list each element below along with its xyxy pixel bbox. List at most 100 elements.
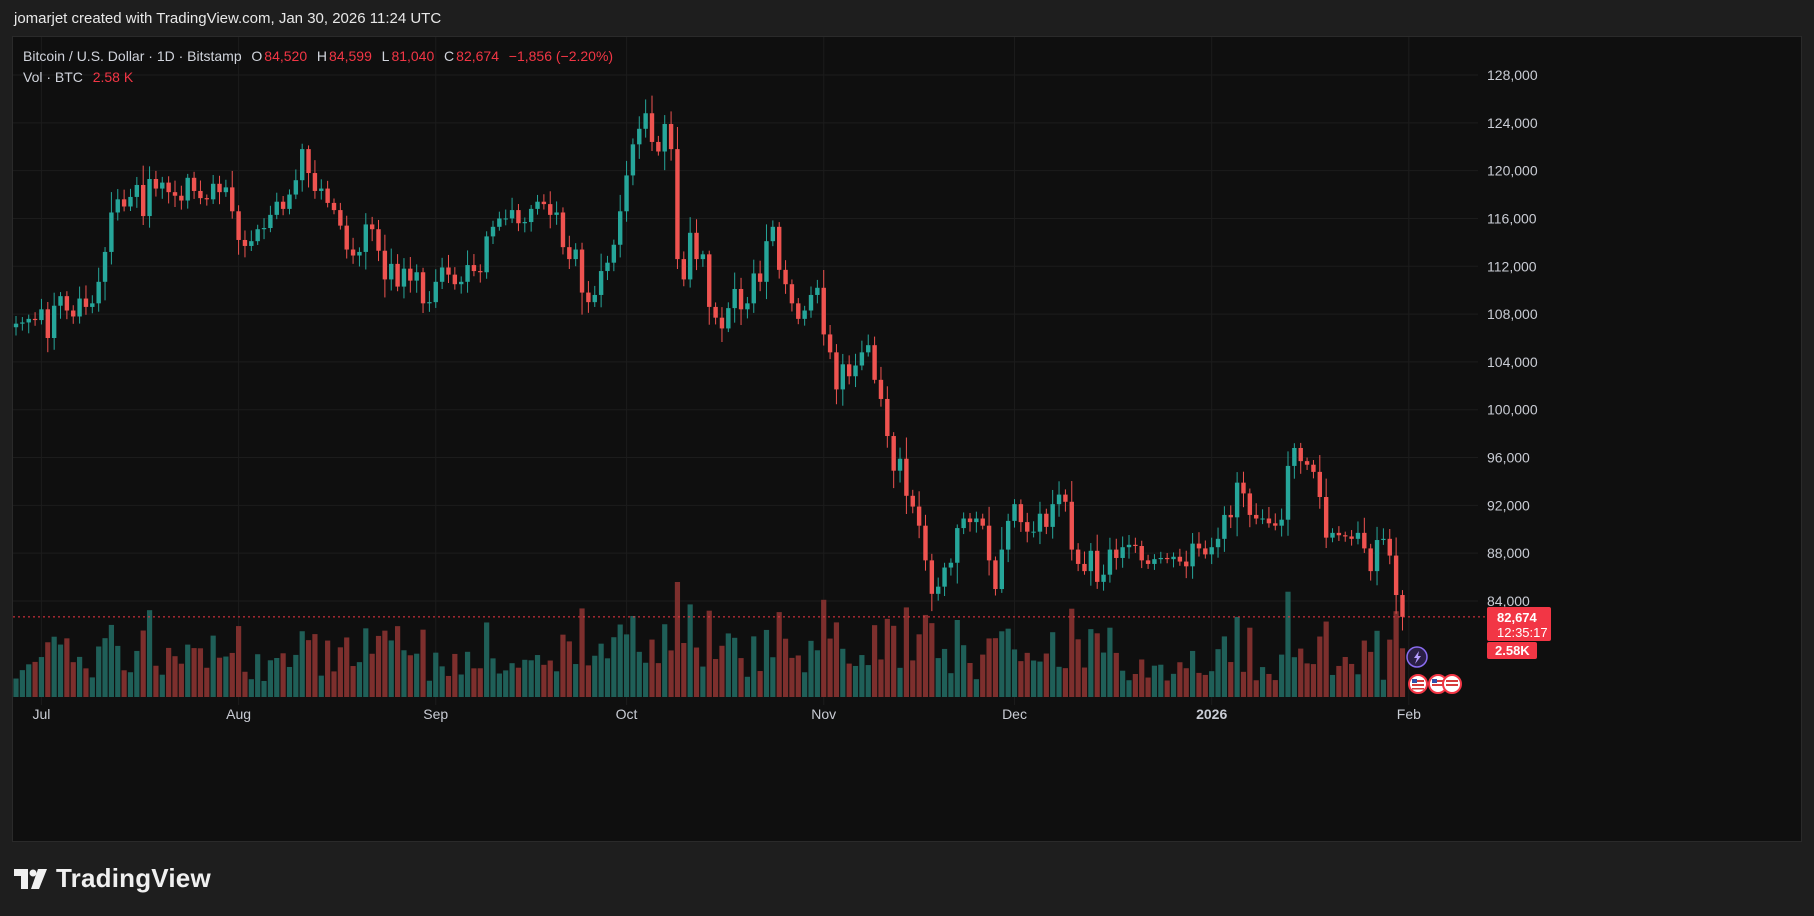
volume-bar [554, 671, 560, 697]
volume-bar [935, 658, 941, 697]
volume-bar [795, 655, 801, 697]
volume-bar [585, 665, 591, 697]
volume-bar [356, 662, 363, 697]
volume-bar [636, 651, 642, 697]
volume-bar [13, 678, 19, 697]
volume-bar [312, 634, 318, 697]
candle-body [134, 184, 140, 197]
volume-bar [1024, 652, 1030, 697]
volume-bar [420, 629, 426, 697]
volume-bar [1062, 668, 1068, 697]
candle-body [611, 244, 617, 263]
volume-bar [1043, 653, 1049, 697]
candlesticks [13, 95, 1405, 631]
volume-tag-box [1487, 642, 1537, 659]
volume-bar [1361, 640, 1367, 697]
volume-bar [865, 665, 871, 697]
volume-bar [751, 636, 757, 697]
volume-bar [280, 653, 286, 697]
time-tick-label: Dec [1002, 706, 1027, 722]
candle-body [605, 262, 610, 272]
open-value: 84,520 [264, 48, 308, 64]
candle-body [236, 211, 241, 240]
volume-bar [1317, 636, 1323, 697]
us-flag-event-icon[interactable] [1408, 674, 1428, 694]
candle-body [395, 263, 400, 287]
price-chart[interactable]: 84,000 88,000 92,000 96,000 100,000 104,000 10… [13, 37, 1801, 841]
volume-bar [1355, 674, 1361, 697]
volume-bar [687, 604, 693, 697]
volume-bar [802, 672, 808, 697]
candle-body [497, 218, 502, 227]
candle-body [789, 284, 795, 304]
candle-body [967, 518, 973, 523]
chart-panel[interactable]: 84,000 88,000 92,000 96,000 100,000 104,000 10… [12, 36, 1802, 842]
symbol-label[interactable]: Bitcoin / U.S. Dollar · 1D · Bitstamp [23, 48, 242, 64]
volume-bar [897, 667, 903, 697]
us-flag-event-icon[interactable] [1442, 674, 1462, 694]
volume-bar [1037, 661, 1043, 697]
candle-body [1273, 523, 1278, 526]
candle-body [649, 113, 655, 142]
candle-body [1387, 538, 1392, 556]
candle-body [83, 298, 89, 307]
time-tick-label: Oct [616, 706, 638, 722]
volume-bar [395, 626, 401, 697]
candle-body [490, 226, 496, 237]
volume-bar [503, 670, 509, 697]
candle-body [1139, 546, 1144, 561]
candle-body [452, 274, 458, 285]
volume-bar [922, 614, 929, 697]
price-axis[interactable]: 84,000 88,000 92,000 96,000 100,000 104,000 10… [1487, 67, 1538, 609]
volume-bar [115, 645, 121, 697]
volume-label[interactable]: Vol · BTC [23, 69, 83, 85]
volume-bar [1329, 674, 1336, 697]
candle-body [1343, 535, 1348, 537]
volume-bar [1279, 654, 1285, 697]
candle-body [681, 259, 686, 280]
candle-body [929, 560, 935, 594]
candle-body [39, 309, 44, 321]
volume-bar [961, 645, 967, 697]
lightning-event-icon[interactable] [1406, 646, 1428, 668]
volume-bar [1190, 650, 1196, 697]
candle-body [637, 128, 642, 145]
volume-bar [846, 663, 852, 697]
volume-bar [776, 612, 782, 697]
volume-bar [592, 655, 598, 697]
volume-bar [1177, 662, 1183, 697]
volume-bar [1139, 659, 1145, 697]
us-flag-event-icon[interactable] [1428, 674, 1448, 694]
candle-body [478, 271, 483, 273]
change-value: −1,856 (−2.20%) [508, 48, 614, 64]
volume-bar [534, 655, 541, 697]
candle-body [1260, 518, 1265, 520]
volume-bar [827, 638, 833, 697]
candle-body [319, 188, 324, 191]
price-tag-box [1487, 607, 1551, 641]
price-tick-label: 112,000 [1487, 258, 1537, 274]
volume-bar [738, 658, 744, 697]
volume-bar [1393, 611, 1399, 697]
candle-body [1025, 522, 1030, 532]
candle-body [446, 267, 451, 275]
candle-body [955, 528, 960, 563]
volume-bar [1336, 665, 1342, 697]
volume-bar [1100, 652, 1107, 697]
volume-bar [159, 674, 165, 697]
volume-bar [363, 628, 369, 697]
volume-bar [986, 638, 992, 697]
tradingview-logo[interactable]: TradingView [14, 863, 211, 894]
candle-body [166, 182, 171, 193]
volume-bar [1158, 664, 1164, 697]
price-tick-label: 120,000 [1487, 163, 1538, 179]
volume-bar [32, 661, 38, 697]
candle-body [1234, 482, 1240, 518]
candle-body [751, 273, 756, 304]
low-label: L [381, 48, 390, 64]
time-axis[interactable]: Jul Aug Sep Oct Nov Dec 2026 Feb [32, 706, 1421, 722]
candle-body [1050, 504, 1055, 527]
candle-body [268, 214, 273, 229]
candle-body [503, 218, 508, 220]
